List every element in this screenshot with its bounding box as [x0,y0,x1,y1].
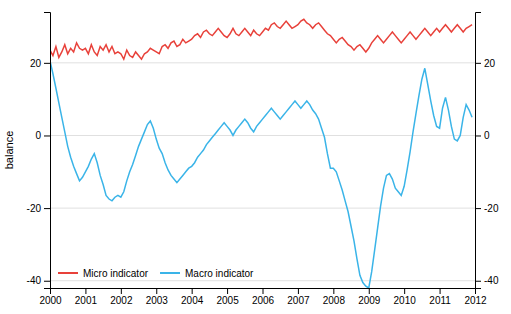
legend-item: Macro indicator [160,268,254,279]
y-axis: -40 -20 0 20 [27,13,51,289]
plot: 2000200120022003200420052006200720082009… [27,13,499,307]
tick-label: -20 [484,203,499,214]
grid-line [50,280,475,281]
tick-mark [475,135,481,136]
tick-label: 2000 [39,295,62,306]
tick-label: 2007 [287,295,310,306]
tick: 2011 [429,288,451,306]
tick-mark [121,288,122,294]
legend-swatch [58,272,78,274]
tick-mark [333,288,334,294]
grid-line [50,62,475,63]
grid [50,63,475,281]
tick-mark [369,288,370,294]
series-group [50,19,472,288]
tick-mark [263,288,264,294]
tick-mark [475,281,481,282]
tick-label: 0 [35,130,41,141]
tick-mark [44,63,50,64]
tick-label: 2006 [252,295,275,306]
tick: 2006 [252,288,275,306]
tick-label: 2010 [394,295,417,306]
tick-mark [156,288,157,294]
tick: 2003 [146,288,169,306]
tick: 2009 [358,288,381,306]
tick-label: 2008 [323,295,346,306]
tick-label: 2003 [146,295,169,306]
tick-label: -40 [484,275,499,286]
tick: 2004 [181,288,204,306]
tick-label: 2009 [358,295,381,306]
tick-mark [475,208,481,209]
y2-axis: -40 -20 0 20 [475,13,499,289]
tick: 0 [475,130,490,141]
tick-label: 2011 [429,295,451,306]
series-line [50,19,472,59]
tick-mark [44,135,50,136]
tick: 20 [475,58,496,69]
series-line [50,61,472,288]
legend-item: Micro indicator [58,268,149,279]
tick-label: -40 [27,275,42,286]
tick: 2001 [75,288,98,306]
chart: 2000200120022003200420052006200720082009… [0,0,511,314]
legend-label: Macro indicator [185,268,254,279]
axis-domain [476,13,482,289]
tick-mark [440,288,441,294]
tick-label: 2001 [75,295,98,306]
tick: -40 [475,275,499,286]
tick-label: 20 [484,58,496,69]
grid-line [50,135,475,136]
legend: Micro indicator Macro indicator [58,268,254,279]
tick-mark [85,288,86,294]
tick-label: 2005 [216,295,239,306]
tick: 2000 [39,288,62,306]
tick: 0 [35,130,50,141]
tick: 2008 [323,288,346,306]
axis-domain [44,13,51,289]
tick-label: 2002 [110,295,133,306]
tick: -40 [27,275,50,286]
x-axis: 2000 2001 2002 2003 2004 2005 2006 2007 2008 2009… [39,288,487,306]
tick-label: -20 [27,203,42,214]
tick-mark [192,288,193,294]
tick: 2012 [464,288,487,306]
tick: 2007 [287,288,310,306]
grid-line [50,208,475,209]
tick-mark [404,288,405,294]
tick: -20 [475,203,499,214]
tick-label: 0 [484,130,490,141]
axis-domain [51,289,476,295]
tick-label: 20 [30,58,42,69]
tick-mark [44,281,50,282]
legend-swatch [160,272,180,274]
tick-mark [44,208,50,209]
tick: 2010 [394,288,417,306]
tick-mark [298,288,299,294]
y-axis-title: balance [3,131,15,170]
tick-label: 2012 [464,295,487,306]
tick: 20 [30,58,50,69]
tick: -20 [27,203,50,214]
tick: 2005 [216,288,239,306]
tick-label: 2004 [181,295,204,306]
tick-mark [475,63,481,64]
legend-label: Micro indicator [83,268,149,279]
tick-mark [227,288,228,294]
tick: 2002 [110,288,133,306]
